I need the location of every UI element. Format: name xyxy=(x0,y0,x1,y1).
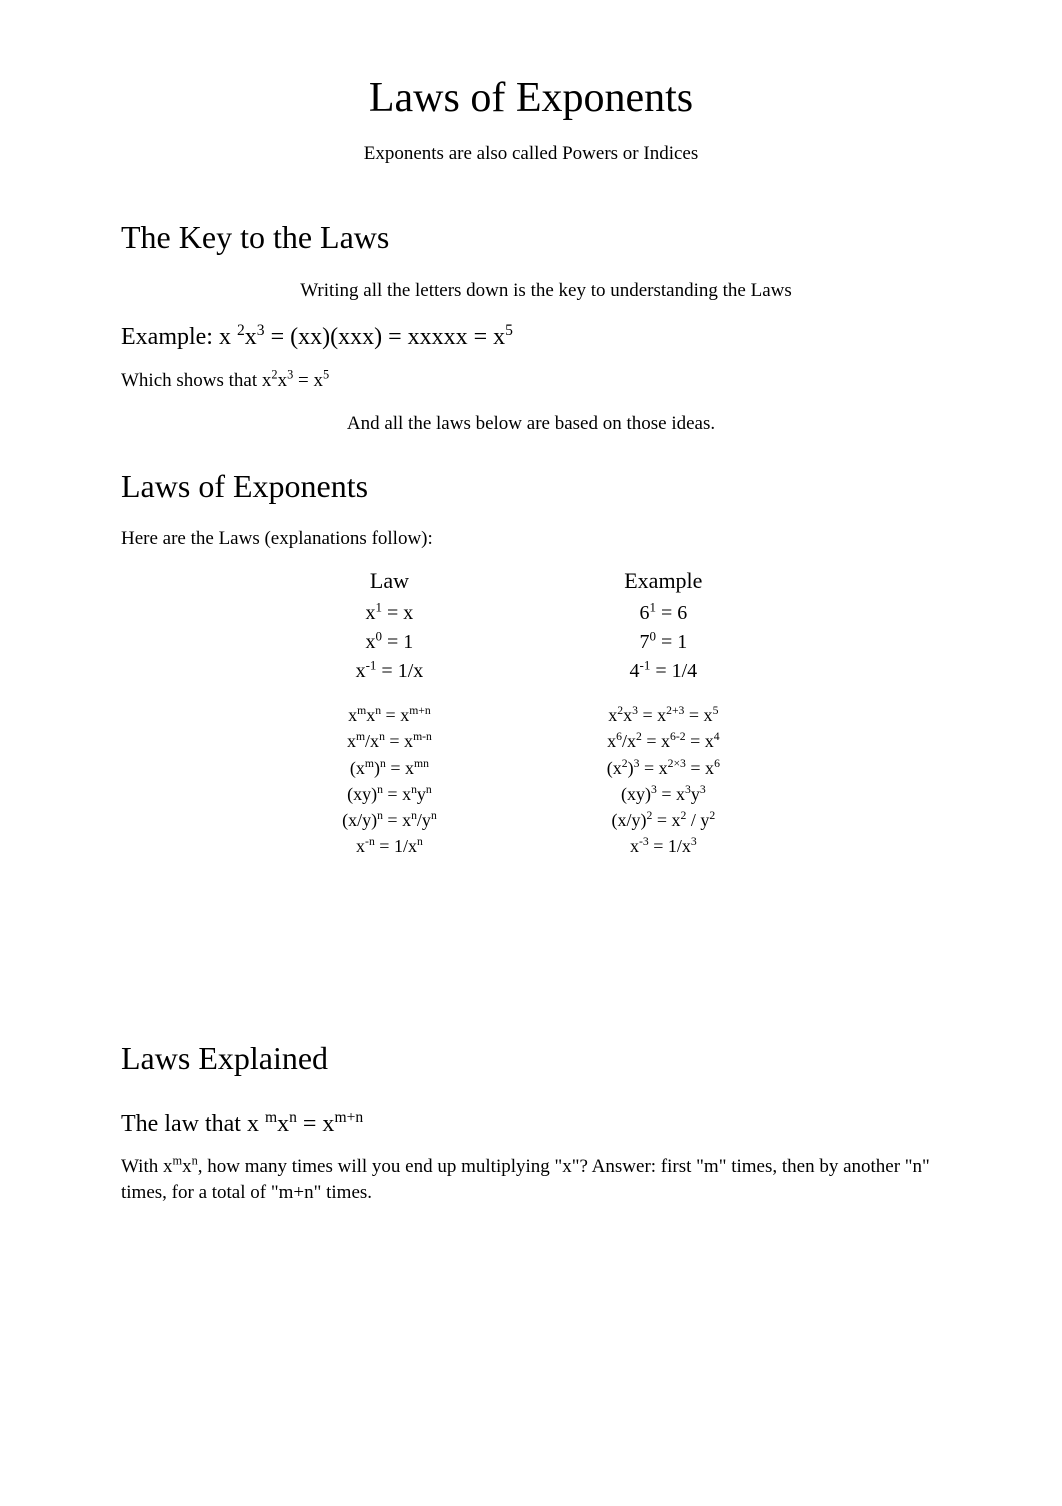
first-law-heading: The law that x mxn = xm+n xyxy=(121,1108,941,1140)
example-column: Example 61 = 6 70 = 1 4-1 = 1/4 x2x3 = x… xyxy=(607,566,720,859)
law-row: x-n = 1/xn xyxy=(342,833,437,859)
law-row: x1 = x xyxy=(342,599,437,628)
and-all: And all the laws below are based on thos… xyxy=(121,411,941,437)
law-row: (xm)n = xmn xyxy=(342,755,437,781)
example-line: Example: x 2x3 = (xx)(xxx) = xxxxx = x5 xyxy=(121,321,941,353)
page-title: Laws of Exponents xyxy=(121,70,941,127)
example-row: x-3 = 1/x3 xyxy=(607,833,720,859)
example-col-head: Example xyxy=(607,566,720,596)
law-col-head: Law xyxy=(342,566,437,596)
law-row: (xy)n = xnyn xyxy=(342,781,437,807)
law-row: (x/y)n = xn/yn xyxy=(342,807,437,833)
key-line: Writing all the letters down is the key … xyxy=(121,278,941,304)
law-column: Law x1 = x x0 = 1 x-1 = 1/x xmxn = xm+n … xyxy=(342,566,437,859)
laws-heading: Laws of Exponents xyxy=(121,465,941,508)
example-row: (x/y)2 = x2 / y2 xyxy=(607,807,720,833)
law-row: xmxn = xm+n xyxy=(342,702,437,728)
key-heading: The Key to the Laws xyxy=(121,216,941,259)
subtitle: Exponents are also called Powers or Indi… xyxy=(121,141,941,167)
first-law-body: With xmxn, how many times will you end u… xyxy=(121,1154,941,1205)
example-label: Example: x xyxy=(121,324,237,350)
law-row: xm/xn = xm-n xyxy=(342,728,437,754)
example-row: x2x3 = x2+3 = x5 xyxy=(607,702,720,728)
law-row: x0 = 1 xyxy=(342,628,437,657)
example-row: (x2)3 = x2×3 = x6 xyxy=(607,755,720,781)
example-row: 70 = 1 xyxy=(607,628,720,657)
example-row: x6/x2 = x6-2 = x4 xyxy=(607,728,720,754)
example-row: (xy)3 = x3y3 xyxy=(607,781,720,807)
explained-heading: Laws Explained xyxy=(121,1037,941,1080)
law-row: x-1 = 1/x xyxy=(342,657,437,686)
here-are: Here are the Laws (explanations follow): xyxy=(121,526,941,552)
example-rest: 2x3 = (xx)(xxx) = xxxxx = x5 xyxy=(237,324,513,350)
laws-table: Law x1 = x x0 = 1 x-1 = 1/x xmxn = xm+n … xyxy=(121,566,941,859)
example-row: 61 = 6 xyxy=(607,599,720,628)
which-shows: Which shows that x2x3 = x5 xyxy=(121,368,941,394)
example-row: 4-1 = 1/4 xyxy=(607,657,720,686)
